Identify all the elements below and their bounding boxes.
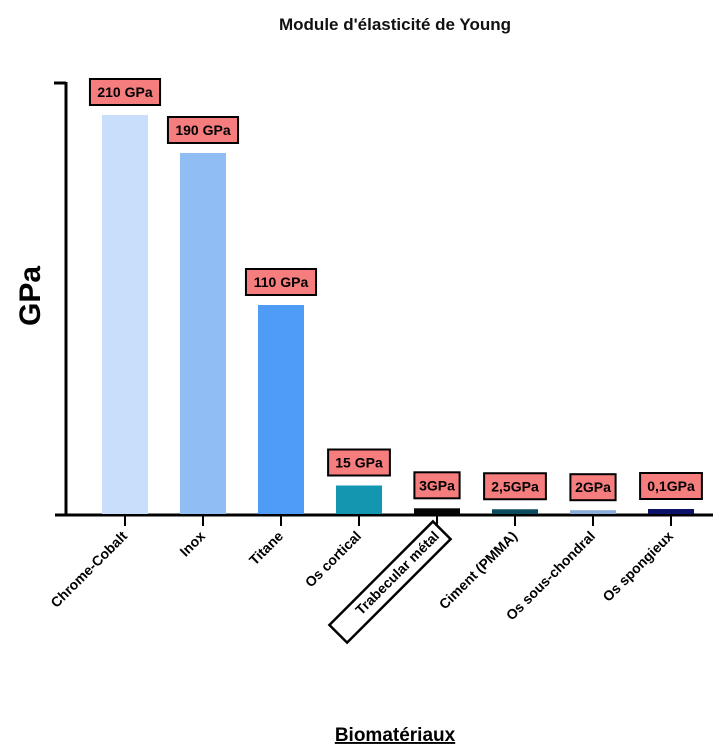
tick-label-os-spongieux: Os spongieux <box>599 528 676 605</box>
data-label-titane: 110 GPa <box>254 274 309 290</box>
bar-os-cortical <box>336 485 382 514</box>
bar-titane <box>258 305 304 514</box>
bars-group: 210 GPa Chrome-Cobalt 190 GPa Inox 110 GPa Ti… <box>47 78 703 645</box>
bar-ciment-pmma <box>492 509 538 514</box>
data-label-trabecular-metal: 3GPa <box>419 477 455 493</box>
data-label-bg-os-sous-chondral <box>569 473 617 502</box>
tick-label-os-cortical: Os cortical <box>302 528 364 590</box>
data-label-bg-os-cortical <box>327 448 391 477</box>
tick-label-titane: Titane <box>246 528 286 568</box>
x-axis-label: Biomatériaux <box>335 725 456 746</box>
data-label-inox: 190 GPa <box>175 122 230 138</box>
data-label-ciment-pmma: 2,5GPa <box>491 478 539 494</box>
bar-inox <box>180 153 226 514</box>
bar-chrome-cobalt <box>102 115 148 514</box>
data-label-os-spongieux: 0,1GPa <box>647 478 695 494</box>
data-label-os-sous-chondral: 2GPa <box>575 479 611 495</box>
data-label-chrome-cobalt: 210 GPa <box>97 84 152 100</box>
bar-os-spongieux <box>648 509 694 514</box>
tick-label-inox: Inox <box>176 528 208 560</box>
highlight-box-trabecular-metal <box>327 519 453 645</box>
y-axis-label: GPa <box>14 266 47 326</box>
data-label-bg-os-spongieux <box>639 472 703 500</box>
bar-trabecular-metal <box>414 508 460 514</box>
data-label-bg-chrome-cobalt <box>88 78 162 106</box>
data-label-bg-titane <box>244 268 318 296</box>
data-label-bg-inox <box>166 116 240 144</box>
tick-label-chrome-cobalt: Chrome-Cobalt <box>47 528 130 611</box>
tick-label-trabecular-metal: Trabecular métal <box>352 528 442 618</box>
chart-title: Module d'élasticité de Young <box>279 15 511 34</box>
data-label-bg-ciment-pmma <box>483 472 547 501</box>
data-label-bg-trabecular-metal <box>413 471 461 500</box>
bar-os-sous-chondral <box>570 510 616 514</box>
data-label-os-cortical: 15 GPa <box>335 455 383 471</box>
